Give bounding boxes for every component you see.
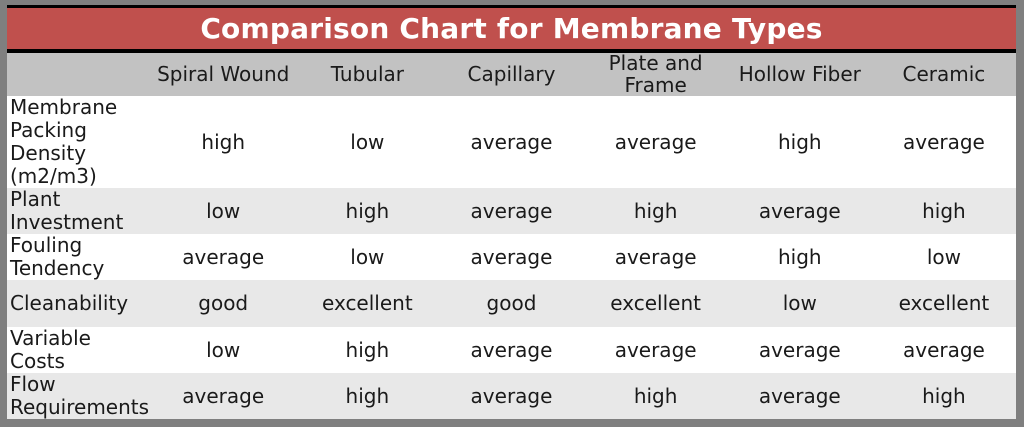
table-cell: average — [470, 244, 553, 269]
row-label-header — [7, 53, 151, 96]
membrane-comparison-table: Spiral Wound Tubular Capillary Plate and Fr… — [7, 53, 1016, 420]
table-cell: average — [470, 129, 553, 154]
table-row: Variable Costs low high average average avera… — [7, 327, 1016, 374]
row-label: Variable Costs — [10, 327, 91, 374]
table-cell: average — [182, 383, 265, 408]
table-title: Comparison Chart for Membrane Types — [200, 12, 823, 45]
table-cell: average — [902, 337, 985, 362]
table-cell: average — [614, 337, 697, 362]
table-title-bar: Comparison Chart for Membrane Types — [7, 8, 1016, 53]
table-cell: high — [633, 383, 678, 408]
table-cell: average — [470, 337, 553, 362]
table-cell: good — [198, 291, 249, 316]
table-cell: high — [345, 383, 390, 408]
table-row: Cleanability good excellent good excellent lo… — [7, 280, 1016, 328]
table-row: Flow Requirements average high average high a… — [7, 373, 1016, 420]
row-label: Membrane Packing Density (m2/m3) — [10, 96, 118, 189]
table-cell: high — [922, 383, 966, 408]
table-cell: low — [782, 291, 817, 316]
table-cell: low — [350, 129, 385, 154]
table-body: Membrane Packing Density (m2/m3) high low a… — [7, 96, 1016, 420]
column-header: Capillary — [467, 61, 556, 86]
row-label: Cleanability — [10, 291, 129, 316]
table-cell: average — [758, 198, 841, 223]
table-cell: high — [777, 129, 822, 154]
table-row: Membrane Packing Density (m2/m3) high low a… — [7, 96, 1016, 189]
table-cell: low — [206, 337, 241, 362]
table-cell: low — [926, 244, 961, 269]
table-header-row: Spiral Wound Tubular Capillary Plate and Fr… — [7, 53, 1016, 97]
table-row: Fouling Tendency average low average average… — [7, 234, 1016, 281]
column-header: Plate and Frame — [608, 53, 703, 97]
table-cell: average — [758, 337, 841, 362]
table-cell: excellent — [610, 291, 701, 316]
table-cell: average — [614, 244, 697, 269]
table-cell: high — [633, 198, 678, 223]
column-header: Spiral Wound — [157, 61, 290, 86]
table-cell: high — [922, 198, 966, 223]
table-cell: average — [470, 198, 553, 223]
table-row: Plant Investment low high average high averag… — [7, 188, 1016, 235]
row-label: Fouling Tendency — [10, 234, 105, 281]
table-cell: excellent — [898, 291, 990, 316]
column-header: Tubular — [330, 61, 404, 86]
table-cell: high — [345, 198, 390, 223]
table-cell: high — [345, 337, 390, 362]
table-cell: good — [486, 291, 537, 316]
table-cell: low — [206, 198, 241, 223]
table-cell: average — [902, 129, 985, 154]
table-cell: high — [777, 244, 822, 269]
table-cell: average — [614, 129, 697, 154]
row-label: Plant Investment — [10, 188, 124, 235]
table-cell: average — [182, 244, 265, 269]
table-cell: average — [758, 383, 841, 408]
table-cell: low — [350, 244, 385, 269]
table-cell: high — [201, 129, 246, 154]
row-label: Flow Requirements — [10, 373, 150, 420]
comparison-table-panel: Comparison Chart for Membrane Types Spir… — [7, 5, 1016, 420]
column-header: Hollow Fiber — [738, 61, 861, 86]
table-cell: excellent — [322, 291, 413, 316]
column-header: Ceramic — [902, 61, 986, 86]
table-cell: average — [470, 383, 553, 408]
